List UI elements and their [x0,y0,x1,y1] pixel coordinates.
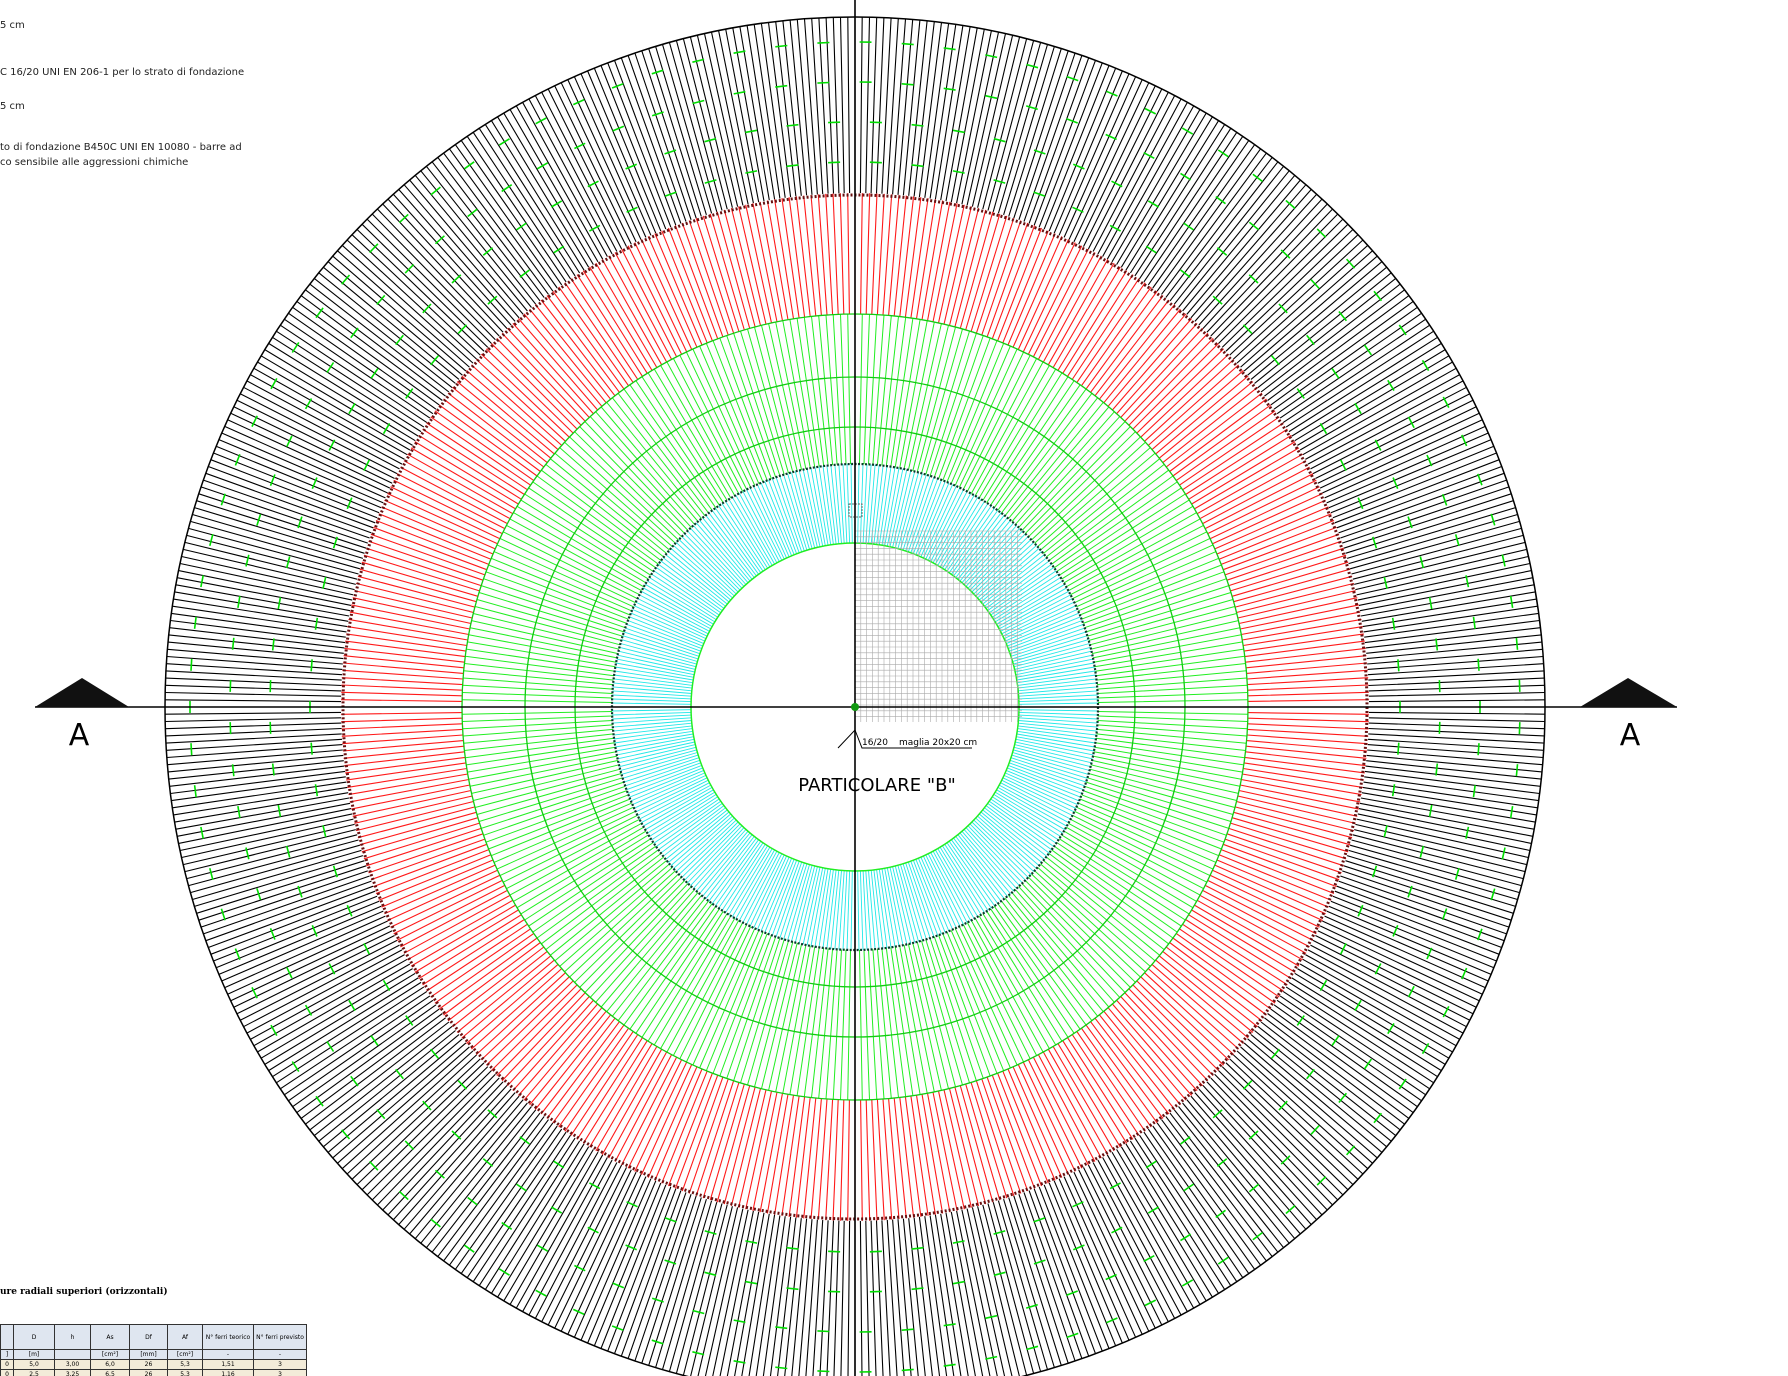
center [851,703,859,711]
table-cell: 5,3 [167,1359,203,1370]
table-cell: [m] [13,1349,55,1360]
table-cell [0,1324,14,1350]
table-cell: 0 [0,1369,14,1376]
table-cell [54,1349,91,1360]
table-cell: ] [0,1349,14,1360]
table-title: ure radiali superiori (orizzontali) [0,1287,168,1297]
concrete-label: 16/20 [862,738,888,748]
table-cell: [cm²] [167,1349,203,1360]
table-cell: 0 [0,1359,14,1370]
table-row: 0 2,5 3,25 6,5 26 5,3 1,16 3 [0,1369,307,1376]
table-cell: 3,25 [54,1369,91,1376]
table-cell: - [253,1349,307,1360]
section-arrow [35,678,129,707]
table-cell: 2,5 [13,1369,55,1376]
table-row: 0 5,0 3,00 6,0 26 5,3 1,51 3 [0,1359,307,1370]
table-cell: 1,51 [202,1359,254,1370]
table-cell: 3,00 [54,1359,91,1370]
table-cell: Df [129,1324,168,1350]
table-cell: 3 [253,1359,307,1370]
mesh-label: maglia 20x20 cm [899,738,977,748]
section-label: A [1620,718,1641,753]
table-cell: 26 [129,1369,168,1376]
section-arrow [1580,678,1677,707]
section-label: A [69,718,90,753]
table-cell: 3 [253,1369,307,1376]
table-cell: 1,16 [202,1369,254,1376]
note: to di fondazione B450C UNI EN 10080 - ba… [0,142,242,153]
table-cell: D [13,1324,55,1350]
table-cell: 5,0 [13,1359,55,1370]
table-cell: As [90,1324,130,1350]
table-cell: N° ferri previsto [253,1324,307,1350]
table-cell: N° ferri teorico [202,1324,254,1350]
note: 5 cm [0,101,25,112]
table-cell: - [202,1349,254,1360]
table-cell: 5,3 [167,1369,203,1376]
table-row: ] [m] [cm²] [mm] [cm²] - - [0,1349,307,1360]
table-cell: [mm] [129,1349,168,1360]
callout [837,729,972,749]
table-cell: [cm²] [90,1349,130,1360]
note: co sensibile alle aggressioni chimiche [0,157,189,168]
detail-label: PARTICOLARE "B" [798,775,956,796]
table-cell: 6,0 [90,1359,130,1370]
table-cell: Af [167,1324,203,1350]
table-cell: h [54,1324,91,1350]
table-cell: 26 [129,1359,168,1370]
table-cell: 6,5 [90,1369,130,1376]
note: C 16/20 UNI EN 206-1 per lo strato di fo… [0,67,245,78]
note: 5 cm [0,20,25,31]
